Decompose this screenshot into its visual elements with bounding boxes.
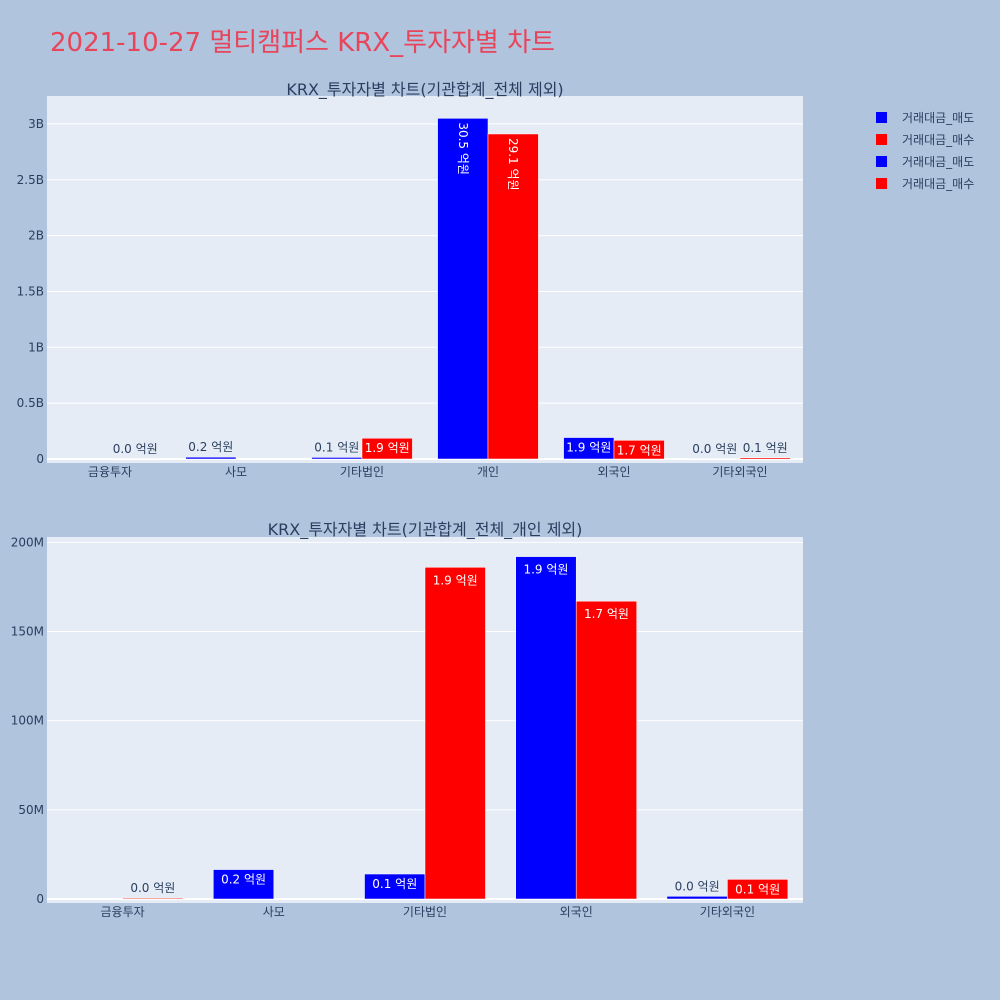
bar bbox=[185, 456, 237, 460]
y-tick-label: 50M bbox=[18, 803, 44, 817]
y-tick-label: 3B bbox=[28, 117, 44, 131]
y-tick-label: 1B bbox=[28, 340, 44, 354]
bar bbox=[364, 873, 426, 900]
x-tick-label: 금융투자 bbox=[101, 905, 145, 919]
bar bbox=[437, 118, 489, 460]
x-tick-label: 기타외국인 bbox=[712, 465, 767, 479]
bar bbox=[575, 600, 637, 900]
bar bbox=[666, 896, 728, 900]
x-tick-label: 사모 bbox=[263, 905, 285, 919]
data-label: 0.1 억원 bbox=[735, 882, 780, 896]
data-label: 1.7 억원 bbox=[584, 607, 629, 621]
bar bbox=[739, 457, 791, 460]
data-label: 1.9 억원 bbox=[433, 573, 478, 587]
data-label: 30.5 억원 bbox=[456, 122, 470, 175]
bar bbox=[487, 133, 539, 460]
data-label: 1.9 억원 bbox=[365, 441, 410, 455]
data-label: 0.0 억원 bbox=[130, 881, 175, 895]
x-tick-label: 기타외국인 bbox=[700, 905, 755, 919]
y-tick-label: 150M bbox=[11, 625, 44, 639]
data-label: 1.9 억원 bbox=[566, 441, 611, 455]
data-label: 0.0 억원 bbox=[675, 879, 720, 893]
plot-area bbox=[47, 96, 803, 463]
bar bbox=[613, 440, 665, 460]
legend-item[interactable]: 거래대금_매도 bbox=[876, 150, 974, 172]
data-label: 0.2 억원 bbox=[188, 440, 233, 454]
bar bbox=[424, 567, 486, 900]
data-label: 0.2 억원 bbox=[221, 873, 266, 887]
bar bbox=[515, 556, 577, 900]
legend-item[interactable]: 거래대금_매수 bbox=[876, 172, 974, 194]
bar bbox=[213, 869, 275, 900]
legend-item[interactable]: 거래대금_매도 bbox=[876, 106, 974, 128]
page-title: 2021-10-27 멀티캠퍼스 KRX_투자자별 차트 bbox=[50, 28, 555, 58]
data-label: 0.0 억원 bbox=[692, 442, 737, 456]
legend-label: 거래대금_매도 bbox=[902, 110, 975, 125]
legend-label: 거래대금_매수 bbox=[902, 176, 975, 191]
x-tick-label: 기타법인 bbox=[340, 465, 384, 479]
x-tick-label: 기타법인 bbox=[403, 905, 447, 919]
y-tick-label: 0 bbox=[36, 452, 44, 466]
legend-label: 거래대금_매도 bbox=[902, 154, 975, 169]
chart-title: KRX_투자자별 차트(기관합계_전체_개인 제외) bbox=[268, 520, 583, 540]
legend-swatch bbox=[876, 177, 887, 189]
bar bbox=[122, 897, 184, 900]
x-tick-label: 금융투자 bbox=[88, 465, 132, 479]
y-tick-label: 0 bbox=[36, 892, 44, 906]
x-tick-label: 개인 bbox=[477, 465, 499, 479]
x-tick-label: 사모 bbox=[225, 465, 247, 479]
legend-swatch bbox=[876, 155, 887, 167]
data-label: 0.1 억원 bbox=[314, 440, 359, 454]
bar bbox=[361, 437, 413, 460]
bar bbox=[311, 457, 363, 460]
data-label: 0.1 억원 bbox=[372, 877, 417, 891]
x-tick-label: 외국인 bbox=[560, 905, 593, 919]
y-tick-label: 2B bbox=[28, 229, 44, 243]
data-label: 0.0 억원 bbox=[113, 442, 158, 456]
data-label: 1.7 억원 bbox=[617, 443, 662, 457]
data-label: 0.1 억원 bbox=[743, 441, 788, 455]
y-tick-label: 200M bbox=[11, 535, 44, 549]
y-tick-label: 100M bbox=[11, 714, 44, 728]
y-tick-label: 2.5B bbox=[17, 173, 44, 187]
data-label: 29.1 억원 bbox=[506, 138, 520, 191]
legend-swatch bbox=[876, 133, 887, 145]
y-tick-label: 1.5B bbox=[17, 284, 44, 298]
data-label: 1.9 억원 bbox=[523, 563, 568, 577]
legend[interactable]: 거래대금_매도 거래대금_매수 거래대금_매도 거래대금_매수 bbox=[876, 106, 974, 194]
bar bbox=[727, 879, 789, 900]
chart-title: KRX_투자자별 차트(기관합계_전체 제외) bbox=[286, 80, 563, 100]
legend-label: 거래대금_매수 bbox=[902, 132, 975, 147]
legend-item[interactable]: 거래대금_매수 bbox=[876, 128, 974, 150]
x-tick-label: 외국인 bbox=[597, 465, 630, 479]
y-tick-label: 0.5B bbox=[17, 396, 44, 410]
legend-swatch bbox=[876, 111, 887, 123]
